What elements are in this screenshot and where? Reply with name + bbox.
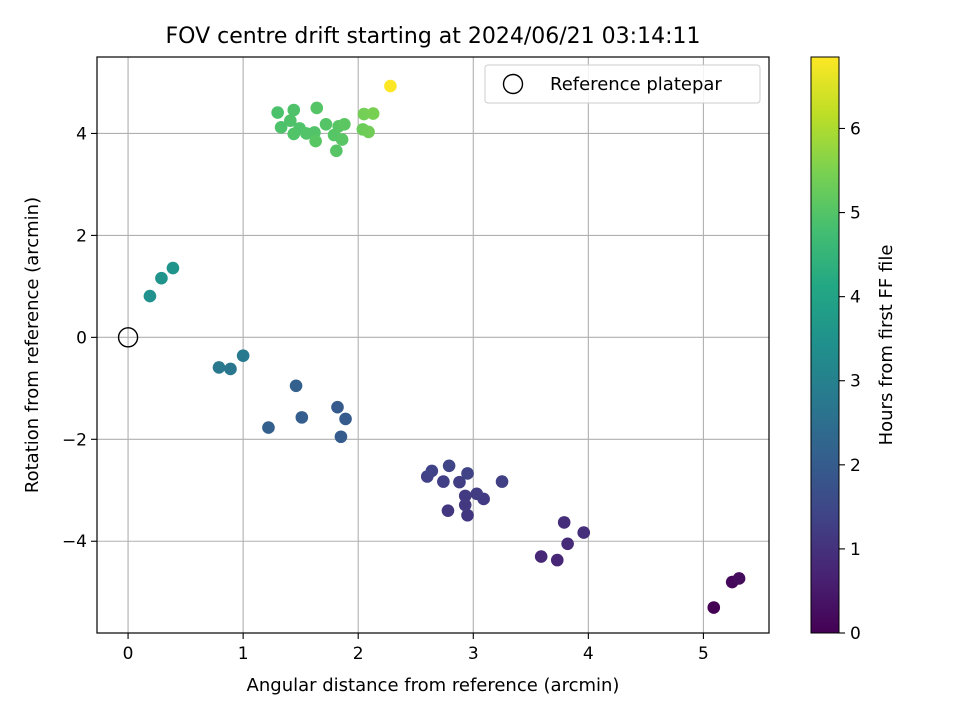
data-point — [362, 125, 375, 139]
data-point — [561, 537, 574, 551]
colorbar-tick-label: 0 — [850, 624, 861, 644]
grid — [97, 57, 769, 633]
colorbar-label: Hours from first FF file — [876, 245, 897, 446]
data-point — [470, 487, 484, 501]
y-tick-label: 4 — [76, 124, 87, 144]
data-points — [143, 79, 746, 614]
data-point — [309, 134, 322, 148]
reference-marker — [117, 327, 139, 348]
reference-marker-group — [117, 327, 139, 348]
data-point — [262, 421, 275, 434]
x-tick-label: 5 — [698, 644, 709, 664]
legend-box — [484, 64, 761, 104]
data-point — [236, 349, 250, 363]
y-axis-label: Rotation from reference (arcmin) — [22, 197, 43, 493]
data-point — [442, 459, 456, 473]
y-tick-label: 2 — [76, 226, 87, 246]
data-point — [732, 572, 746, 585]
x-tick-label: 3 — [468, 644, 479, 664]
data-point — [166, 261, 180, 275]
x-axis-ticks: 0 1 2 3 4 5 — [123, 633, 709, 664]
legend-reference-marker — [502, 73, 524, 95]
data-point — [338, 117, 351, 131]
x-tick-label: 4 — [583, 644, 594, 664]
data-point — [461, 508, 474, 522]
legend: Reference platepar — [484, 64, 761, 104]
colorbar — [810, 56, 840, 634]
x-tick-label: 2 — [353, 644, 364, 664]
data-point — [287, 127, 301, 141]
data-point — [212, 361, 226, 374]
data-point — [550, 553, 564, 567]
data-point — [295, 411, 309, 424]
data-point — [339, 412, 352, 426]
colorbar-tick-label: 1 — [850, 540, 861, 560]
data-point — [274, 121, 288, 134]
data-point — [331, 400, 344, 414]
data-point — [271, 106, 284, 119]
data-point — [437, 475, 450, 488]
data-point — [284, 114, 297, 128]
data-point — [453, 475, 466, 489]
data-point — [366, 107, 380, 120]
colorbar-tick-label: 5 — [850, 204, 861, 224]
colorbar-tick-label: 6 — [850, 119, 861, 139]
y-tick-label: −4 — [62, 532, 87, 552]
data-point — [458, 498, 472, 512]
colorbar-ticks: 0 1 2 3 4 5 6 — [839, 119, 861, 644]
data-point — [577, 526, 591, 539]
y-axis-ticks: −4 −2 0 2 4 — [62, 124, 97, 552]
data-point — [289, 379, 303, 393]
data-point — [334, 430, 348, 444]
data-point — [143, 289, 157, 303]
colorbar-tick-label: 2 — [850, 456, 861, 476]
data-point — [384, 79, 397, 93]
data-point — [224, 362, 237, 376]
y-tick-label: −2 — [62, 430, 87, 450]
x-axis-label: Angular distance from reference (arcmin) — [247, 675, 620, 696]
plot-frame — [96, 56, 770, 634]
data-point — [534, 550, 548, 563]
data-point — [458, 489, 472, 503]
data-point — [330, 144, 343, 158]
colorbar-tick-label: 3 — [850, 372, 861, 392]
data-point — [319, 117, 333, 131]
x-tick-label: 1 — [238, 644, 249, 664]
data-point — [461, 467, 474, 480]
chart-title: FOV centre drift starting at 2024/06/21 … — [166, 24, 701, 49]
data-point — [357, 107, 371, 121]
legend-reference-label: Reference platepar — [550, 74, 722, 95]
x-tick-label: 0 — [123, 644, 134, 664]
y-tick-label: 0 — [76, 328, 87, 348]
data-point — [441, 504, 455, 517]
data-point — [495, 475, 509, 488]
data-point — [310, 101, 324, 115]
data-point — [425, 464, 439, 478]
data-point — [707, 601, 721, 614]
data-point — [287, 103, 301, 117]
colorbar-tick-label: 4 — [850, 288, 861, 308]
data-point — [335, 133, 349, 146]
data-point — [155, 271, 168, 285]
data-point — [557, 516, 571, 529]
